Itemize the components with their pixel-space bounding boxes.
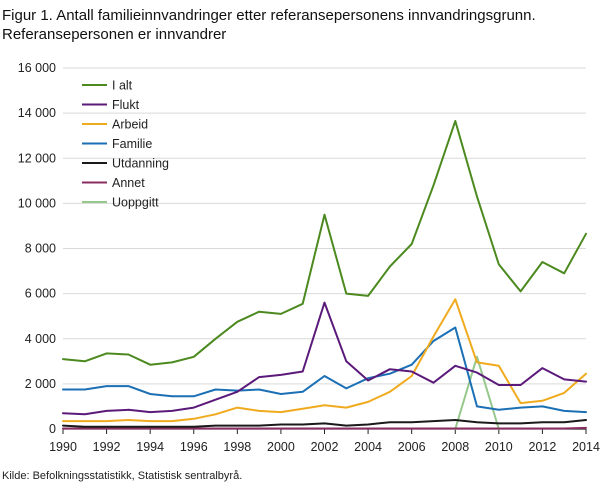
y-tick-label: 10 000 (18, 196, 56, 210)
y-tick-label: 12 000 (18, 151, 56, 165)
legend-label: Arbeid (112, 118, 148, 132)
chart-title-line2: Referansepersonen er innvandrer (2, 26, 227, 43)
legend-label: Uoppgitt (112, 196, 159, 210)
y-tick-label: 16 000 (18, 61, 56, 75)
x-axis-ticks: 1990 1992 1994 1996 1998 2000 2002 2004 2006 2008… (49, 429, 600, 454)
legend: I alt Flukt Arbeid Familie Utdanning Annet Uop… (82, 79, 169, 210)
x-tick-label: 2010 (485, 440, 513, 454)
x-tick-label: 2012 (529, 440, 557, 454)
y-tick-label: 8 000 (25, 242, 56, 256)
y-tick-label: 6 000 (25, 287, 56, 301)
x-tick-label: 2000 (267, 440, 295, 454)
y-tick-label: 0 (49, 422, 56, 436)
y-tick-label: 14 000 (18, 106, 56, 120)
legend-label: Flukt (112, 98, 140, 112)
series-line-i-alt (62, 120, 587, 366)
series-line-flukt (62, 301, 587, 416)
legend-label: Utdanning (112, 157, 169, 171)
x-tick-label: 2004 (354, 440, 382, 454)
legend-label: I alt (112, 79, 133, 93)
x-tick-label: 2008 (441, 440, 469, 454)
series-line-arbeid (62, 298, 587, 423)
series-line-familie (62, 326, 587, 414)
series-line-uoppgitt (454, 355, 500, 430)
source-note: Kilde: Befolkningsstatistikk, Statistisk… (2, 470, 243, 482)
legend-label: Familie (112, 137, 152, 151)
series-line-annet (62, 426, 587, 430)
chart-title-line1: Figur 1. Antall familieinnvandringer ett… (2, 7, 536, 24)
y-axis-ticks: 0 2 000 4 000 6 000 8 000 10 000 12 000 14 000 1… (18, 61, 56, 436)
y-tick-label: 4 000 (25, 332, 56, 346)
x-tick-label: 1992 (93, 440, 121, 454)
x-tick-label: 1998 (223, 440, 251, 454)
chart-title: Figur 1. Antall familieinnvandringer ett… (2, 6, 607, 44)
legend-label: Annet (112, 176, 145, 190)
x-tick-label: 2006 (398, 440, 426, 454)
x-tick-label: 1994 (136, 440, 164, 454)
series-line-utdanning (62, 419, 587, 428)
y-tick-label: 2 000 (25, 377, 56, 391)
series-lines (62, 120, 587, 430)
x-tick-label: 2002 (311, 440, 339, 454)
x-tick-label: 2014 (572, 440, 600, 454)
x-tick-label: 1990 (49, 440, 77, 454)
x-tick-label: 1996 (180, 440, 208, 454)
